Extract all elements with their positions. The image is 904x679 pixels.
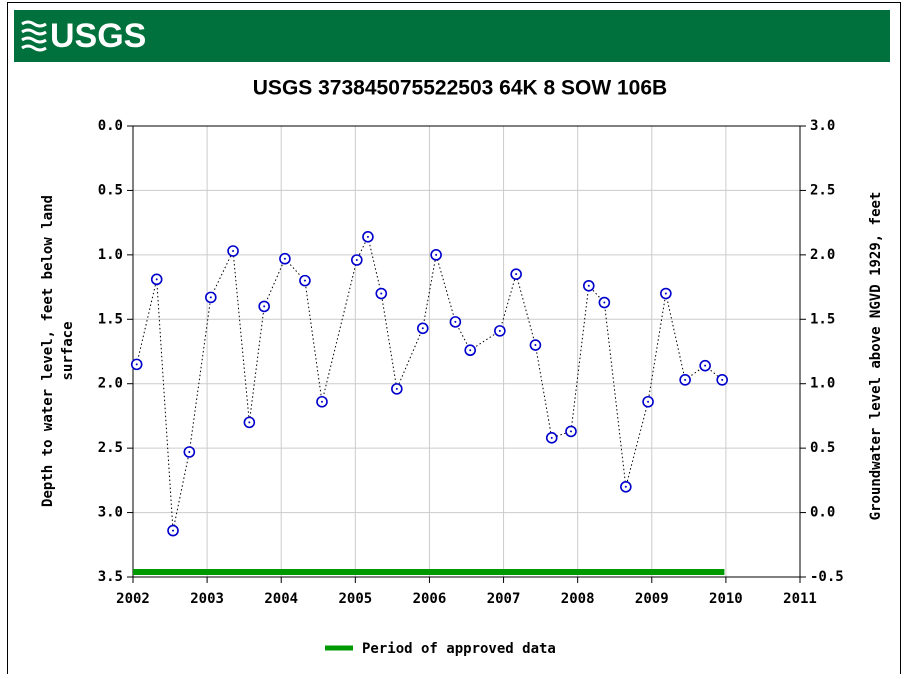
x-tick-label: 2008 — [561, 591, 595, 607]
logo-text: USGS — [50, 17, 146, 55]
y2-axis-label: Groundwater level above NGVD 1929, feet — [868, 192, 884, 521]
data-point-center — [232, 249, 235, 252]
logo-waves — [21, 20, 47, 52]
data-point-center — [209, 296, 212, 299]
x-tick-label: 2005 — [338, 591, 372, 607]
data-point-center — [469, 349, 472, 352]
y-tick-label: 0.0 — [98, 118, 123, 134]
data-point-center — [721, 378, 724, 381]
data-point-center — [303, 279, 306, 282]
y2-tick-label: 0.5 — [810, 440, 835, 456]
x-tick-label: 2004 — [264, 591, 298, 607]
header-bar — [14, 10, 890, 62]
data-point-center — [172, 529, 175, 532]
data-point-center — [248, 421, 251, 424]
data-point-center — [320, 400, 323, 403]
x-tick-label: 2011 — [783, 591, 817, 607]
data-point-center — [515, 273, 518, 276]
data-point-center — [283, 257, 286, 260]
y-tick-label: 2.5 — [98, 440, 123, 456]
data-point-center — [135, 363, 138, 366]
data-point-center — [421, 327, 424, 330]
y-tick-label: 2.0 — [98, 376, 123, 392]
data-point-center — [587, 284, 590, 287]
x-tick-label: 2006 — [413, 591, 447, 607]
data-point-center — [454, 320, 457, 323]
frame — [7, 2, 901, 679]
y2-tick-label: 2.5 — [810, 182, 835, 198]
x-tick-label: 2002 — [116, 591, 150, 607]
y-tick-label: 3.0 — [98, 505, 123, 521]
y2-tick-label: 3.0 — [810, 118, 835, 134]
chart-title: USGS 373845075522503 64K 8 SOW 106B — [253, 77, 667, 100]
data-point-center — [647, 400, 650, 403]
x-tick-label: 2009 — [635, 591, 669, 607]
data-point-center — [355, 259, 358, 262]
data-point-center — [366, 235, 369, 238]
y-tick-label: 3.5 — [98, 569, 123, 585]
legend-label: Period of approved data — [362, 641, 556, 657]
data-point-center — [534, 344, 537, 347]
data-point-center — [569, 430, 572, 433]
y-tick-label: 1.5 — [98, 311, 123, 327]
y-tick-label: 0.5 — [98, 182, 123, 198]
data-point-center — [435, 253, 438, 256]
y2-tick-label: 1.5 — [810, 311, 835, 327]
x-tick-label: 2010 — [709, 591, 743, 607]
data-point-center — [155, 278, 158, 281]
y-axis-label: Depth to water level, feet below land — [40, 195, 56, 507]
data-point-center — [380, 292, 383, 295]
data-point-center — [704, 364, 707, 367]
y2-tick-label: -0.5 — [810, 569, 844, 585]
x-tick-label: 2003 — [190, 591, 224, 607]
y-axis-label: surface — [60, 321, 76, 380]
data-point-center — [550, 436, 553, 439]
data-point-center — [263, 305, 266, 308]
data-point-center — [395, 387, 398, 390]
data-point-center — [684, 378, 687, 381]
y2-tick-label: 1.0 — [810, 376, 835, 392]
y2-tick-label: 2.0 — [810, 247, 835, 263]
plot-frame — [132, 125, 801, 578]
y2-tick-label: 0.0 — [810, 505, 835, 521]
x-tick-label: 2007 — [487, 591, 521, 607]
data-point-center — [498, 329, 501, 332]
data-point-center — [664, 292, 667, 295]
data-point-center — [624, 485, 627, 488]
y-tick-label: 1.0 — [98, 247, 123, 263]
data-point-center — [603, 301, 606, 304]
data-point-center — [188, 451, 191, 454]
